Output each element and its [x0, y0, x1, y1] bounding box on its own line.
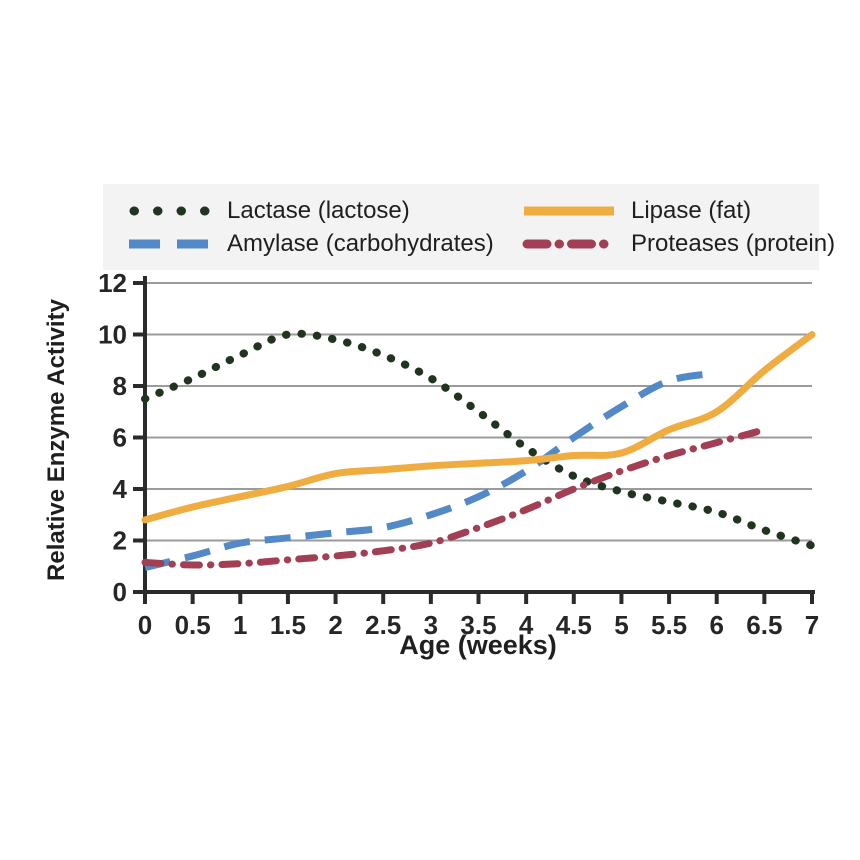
lipase-solid-line-icon — [524, 206, 614, 215]
y-axis-title: Relative Enzyme Activity — [43, 299, 70, 581]
y-tick-label: 12 — [98, 268, 127, 298]
x-tick-label: 0 — [138, 610, 152, 640]
x-tick-label: 5 — [614, 610, 628, 640]
legend-item-lactase: Lactase (lactose) — [127, 194, 521, 227]
x-tick-label: 5.5 — [651, 610, 687, 640]
legend-label-lipase: Lipase (fat) — [631, 196, 752, 224]
legend-item-amylase: Amylase (carbohydrates) — [127, 227, 521, 260]
y-tick-label: 4 — [113, 474, 128, 504]
x-axis-title: Age (weeks) — [399, 630, 557, 660]
lactase-dotted-line-icon — [129, 206, 211, 215]
x-tick-label: 2.5 — [365, 610, 401, 640]
y-tick-label: 2 — [113, 526, 127, 556]
legend-item-lipase: Lipase (fat) — [521, 194, 835, 227]
x-tick-label: 0.5 — [175, 610, 211, 640]
x-tick-label: 3.5 — [460, 610, 496, 640]
legend-label-proteases: Proteases (protein) — [631, 229, 836, 257]
x-tick-label: 4 — [519, 610, 534, 640]
series-line-amylase — [144, 369, 718, 571]
y-tick-label: 10 — [98, 320, 127, 350]
plot-svg: 0 2 4 6 8 10 12 0 0.5 1 1.5 2 2.5 3 3.5 4 4.5 5 5.5 6 6.5 7 — [98, 268, 819, 640]
series-line-lactase — [141, 329, 816, 550]
series-line-proteases — [141, 426, 768, 569]
x-tick-label: 3 — [424, 610, 438, 640]
proteases-dashdot-line-icon — [522, 239, 616, 248]
y-tick-label: 0 — [113, 577, 127, 607]
x-tick-label: 7 — [805, 610, 819, 640]
x-tick-label: 1.5 — [270, 610, 306, 640]
chart-legend: Lactase (lactose) Lipase (fat) Amylase (… — [103, 184, 835, 270]
legend-label-amylase: Amylase (carbohydrates) — [227, 229, 494, 257]
series-line-lipase — [141, 331, 816, 524]
x-tick-label: 6.5 — [746, 610, 782, 640]
y-tick-label: 6 — [113, 423, 127, 453]
legend-label-lactase: Lactase (lactose) — [227, 196, 410, 224]
y-tick-label: 8 — [113, 371, 127, 401]
x-tick-label: 1 — [233, 610, 247, 640]
x-tick-label: 4.5 — [556, 610, 592, 640]
amylase-dashed-line-icon — [129, 239, 211, 248]
x-tick-label: 2 — [328, 610, 342, 640]
legend-item-proteases: Proteases (protein) — [521, 227, 835, 260]
x-tick-label: 6 — [709, 610, 723, 640]
